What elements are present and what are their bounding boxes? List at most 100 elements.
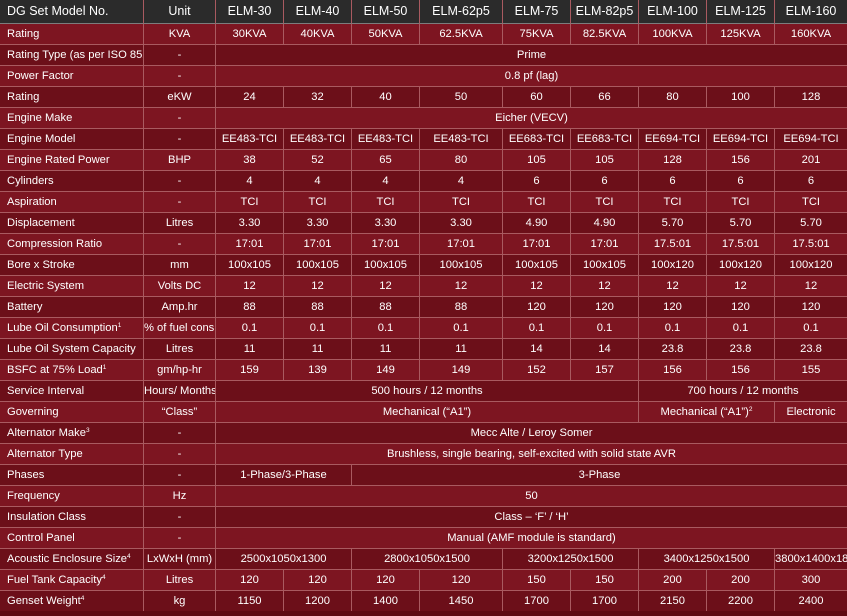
value-text: 4.90 — [525, 217, 548, 229]
row-label: Service Interval — [0, 381, 144, 402]
value-text: 88 — [379, 301, 392, 313]
value-text: 139 — [308, 364, 327, 376]
row-label: Electric System — [0, 276, 144, 297]
value-text: 128 — [663, 154, 682, 166]
row-label: Acoustic Enclosure Size4 — [0, 549, 144, 570]
row-unit: - — [144, 66, 216, 87]
value-cell: 62.5KVA — [420, 24, 503, 45]
value-cell: 1700 — [503, 591, 571, 611]
model-header: ELM-50 — [352, 0, 420, 24]
table-row: Engine Make - Eicher (VECV) — [0, 108, 847, 129]
value-text: Prime — [516, 49, 547, 61]
value-text: 17:01 — [235, 238, 264, 250]
value-cell: 52 — [284, 150, 352, 171]
row-unit: “Class” — [144, 402, 216, 423]
value-cell: 6 — [503, 171, 571, 192]
model-header: ELM-82p5 — [571, 0, 639, 24]
value-text: 120 — [240, 574, 259, 586]
value-cell: 11 — [284, 339, 352, 360]
value-text: 120 — [801, 301, 821, 313]
value-cell: 120 — [216, 570, 284, 591]
value-text: 12 — [734, 280, 747, 292]
value-cell: 120 — [639, 297, 707, 318]
table-row: Electric System Volts DC 12 12 12 12 12 12 12 12 1… — [0, 276, 847, 297]
value-cell: 17:01 — [571, 234, 639, 255]
value-text: EE483-TCI — [357, 133, 414, 145]
value-text: 75KVA — [519, 28, 554, 40]
value-text: 6 — [737, 175, 744, 187]
value-cell: 75KVA — [503, 24, 571, 45]
value-cell: 3800x1400x1800 — [775, 549, 847, 570]
row-unit: kg — [144, 591, 216, 611]
value-text: 0.1 — [241, 322, 258, 334]
value-cell: 66 — [571, 87, 639, 108]
value-text: 1-Phase/3-Phase — [240, 469, 327, 481]
value-cell: EE683-TCI — [571, 129, 639, 150]
value-text: 156 — [731, 364, 750, 376]
value-text: 100KVA — [652, 28, 693, 40]
value-cell: 157 — [571, 360, 639, 381]
value-text: 2500x1050x1300 — [240, 553, 327, 565]
value-text: 100x105 — [515, 259, 558, 271]
value-text: 66 — [598, 91, 611, 103]
value-text: 150 — [527, 574, 546, 586]
value-cell: 0.1 — [571, 318, 639, 339]
value-cell: 50 — [216, 486, 847, 507]
row-unit: mm — [144, 255, 216, 276]
value-text: 12 — [666, 280, 679, 292]
value-cell: 23.8 — [775, 339, 847, 360]
value-text: 125KVA — [720, 28, 761, 40]
value-cell: 2150 — [639, 591, 707, 611]
value-cell: 5.70 — [775, 213, 847, 234]
value-cell: Eicher (VECV) — [216, 108, 847, 129]
value-cell: 500 hours / 12 months — [216, 381, 639, 402]
value-text: 17:01 — [303, 238, 332, 250]
row-label-text: Engine Model — [7, 133, 76, 145]
model-header: ELM-40 — [284, 0, 352, 24]
row-label-text: Engine Rated Power — [7, 154, 110, 166]
value-cell: 0.8 pf (lag) — [216, 66, 847, 87]
table-row: Control Panel - Manual (AMF module is stan… — [0, 528, 847, 549]
value-text: EE683-TCI — [576, 133, 633, 145]
value-cell: 17:01 — [352, 234, 420, 255]
footnote-marker: 4 — [101, 574, 106, 581]
value-text: 23.8 — [800, 343, 822, 355]
model-header: ELM-160 — [775, 0, 847, 24]
row-label: Displacement — [0, 213, 144, 234]
value-text: 6 — [601, 175, 608, 187]
value-cell: 156 — [639, 360, 707, 381]
value-text: 500 hours / 12 months — [371, 385, 483, 397]
row-unit: gm/hp-hr — [144, 360, 216, 381]
value-cell: 11 — [216, 339, 284, 360]
row-label-text: Frequency — [7, 490, 60, 502]
value-text: 155 — [801, 364, 821, 376]
value-cell: 4 — [352, 171, 420, 192]
value-cell: 2500x1050x1300 — [216, 549, 352, 570]
value-text: 12 — [530, 280, 543, 292]
table-row: Alternator Make3- Mecc Alte / Leroy Somer — [0, 423, 847, 444]
row-unit: Amp.hr — [144, 297, 216, 318]
value-cell: 5.70 — [639, 213, 707, 234]
value-cell: 60 — [503, 87, 571, 108]
value-cell: 3.30 — [420, 213, 503, 234]
value-cell: TCI — [775, 192, 847, 213]
value-text: 12 — [243, 280, 256, 292]
row-label: Phases — [0, 465, 144, 486]
table-row: Engine Model - EE483-TCI EE483-TCI EE483-TCI… — [0, 129, 847, 150]
value-text: 128 — [801, 91, 821, 103]
row-label: BSFC at 75% Load1 — [0, 360, 144, 381]
value-text: 5.70 — [800, 217, 822, 229]
row-label-text: Insulation Class — [7, 511, 86, 523]
value-cell: TCI — [571, 192, 639, 213]
value-cell: 700 hours / 12 months — [639, 381, 847, 402]
value-text: 6 — [807, 175, 815, 187]
table-row: Rating KVA 30KVA 40KVA 50KVA 62.5KVA 75KVA 82.5… — [0, 24, 847, 45]
value-text: 100 — [731, 91, 750, 103]
value-text: Brushless, single bearing, self-excited … — [387, 448, 676, 460]
value-cell: EE483-TCI — [420, 129, 503, 150]
value-cell: 152 — [503, 360, 571, 381]
value-text: 62.5KVA — [439, 28, 483, 40]
value-text: 65 — [379, 154, 392, 166]
value-text: 100x105 — [583, 259, 626, 271]
value-text: 2800x1050x1500 — [384, 553, 470, 565]
